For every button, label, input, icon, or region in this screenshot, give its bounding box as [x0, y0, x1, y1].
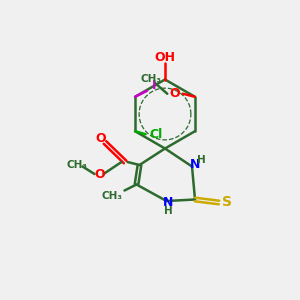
Text: O: O: [94, 167, 105, 181]
Text: N: N: [163, 196, 173, 209]
Text: CH₃: CH₃: [66, 160, 87, 170]
Text: H: H: [196, 155, 206, 165]
Text: OH: OH: [154, 51, 176, 64]
Text: N: N: [190, 158, 200, 171]
Text: CH₃: CH₃: [101, 190, 122, 201]
Text: O: O: [169, 87, 180, 100]
Text: O: O: [96, 132, 106, 145]
Text: CH₃: CH₃: [141, 74, 162, 84]
Text: H: H: [164, 206, 172, 216]
Text: I: I: [152, 79, 157, 92]
Text: Cl: Cl: [149, 128, 163, 141]
Text: S: S: [222, 196, 233, 209]
